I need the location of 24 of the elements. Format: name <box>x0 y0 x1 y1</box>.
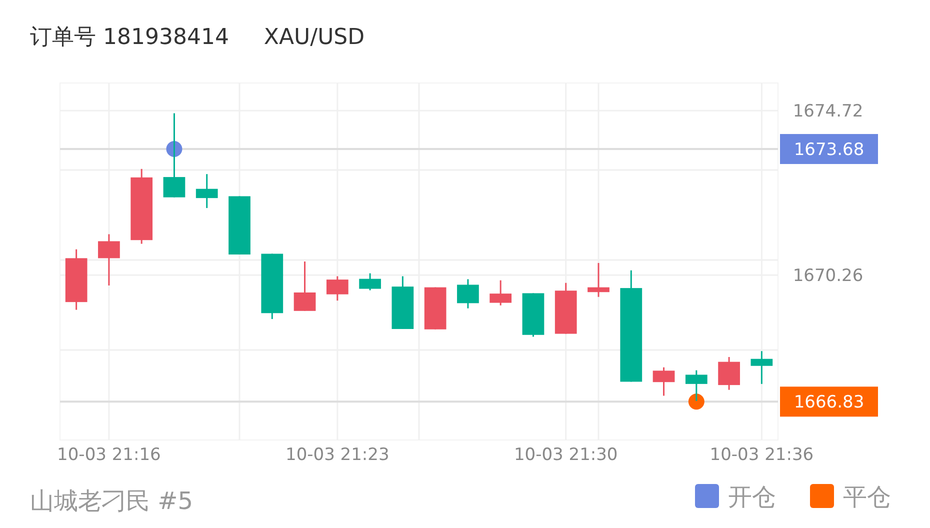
legend-label: 平仓 <box>843 483 891 511</box>
y-tick-label: 1674.72 <box>792 102 864 122</box>
y-tick-label: 1670.26 <box>792 266 864 286</box>
candlestick <box>98 233 120 286</box>
x-tick-label: 10-03 21:16 <box>57 445 161 465</box>
x-tick-label: 10-03 21:30 <box>514 445 618 465</box>
candlestick <box>718 356 740 391</box>
legend-label: 开仓 <box>728 483 776 511</box>
candlestick <box>196 173 218 209</box>
candlestick <box>457 278 479 310</box>
candlestick <box>588 262 610 298</box>
title: 订单号 181938414 XAU/USD <box>30 25 365 50</box>
candlestick <box>359 272 381 292</box>
x-tick-label: 10-03 21:36 <box>710 445 814 465</box>
annotation: 山城老刁民 #5 <box>30 487 194 515</box>
candlestick <box>652 366 675 396</box>
candlestick <box>163 112 186 198</box>
candlestick <box>750 350 773 385</box>
x-tick-label: 10-03 21:23 <box>286 445 390 465</box>
candlestick <box>326 276 348 302</box>
ref-line-label: 1666.83 <box>794 392 864 413</box>
ref-line-label: 1673.68 <box>794 140 864 160</box>
candlestick <box>294 260 316 312</box>
candlestick <box>490 280 512 306</box>
